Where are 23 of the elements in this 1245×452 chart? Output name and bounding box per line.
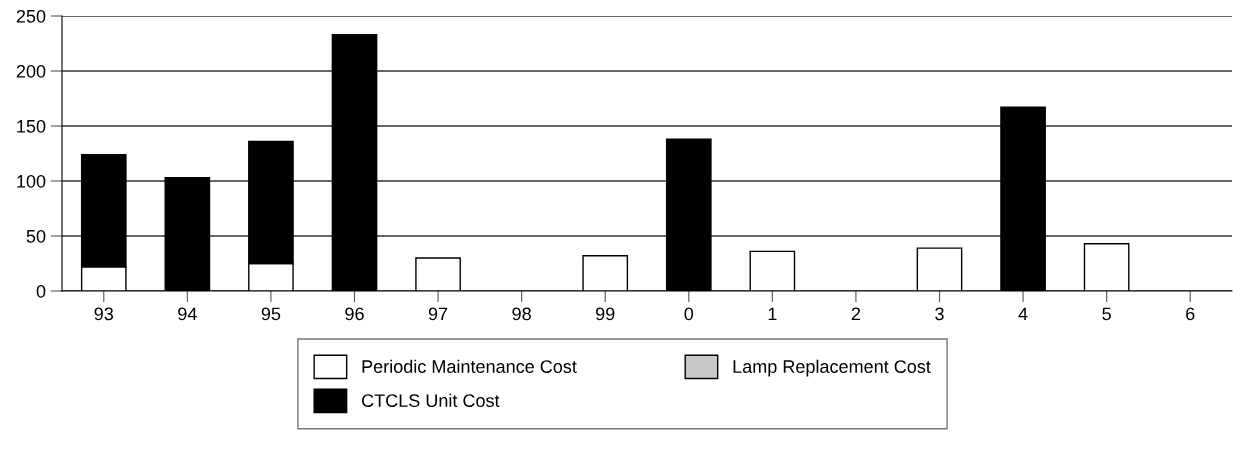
y-tick-label: 200 [16,64,46,78]
x-tick-label: 97 [428,307,448,321]
y-tick-label: 100 [17,174,46,188]
legend-label: CTCLS Unit Cost [362,393,500,407]
x-tick-label: 0 [684,307,694,321]
y-tick-label: 50 [26,229,46,243]
x-tick-label: 98 [512,307,531,321]
x-tick-label: 5 [1102,307,1111,321]
x-tick-label: 99 [596,307,615,321]
x-tick-label: 95 [261,307,281,321]
x-tick-label: 4 [1018,307,1028,321]
x-tick-label: 2 [851,307,861,321]
y-tick-label: 150 [17,119,46,133]
x-tick-label: 6 [1186,307,1195,321]
x-tick-label: 1 [768,307,777,321]
y-tick-label: 250 [16,9,46,23]
x-tick-label: 93 [94,307,114,321]
legend-label: Lamp Replacement Cost [733,359,931,377]
legend-label: Periodic Maintenance Cost [362,359,577,373]
x-tick-label: 96 [345,307,364,321]
x-tick-label: 3 [935,307,944,321]
x-tick-label: 94 [178,307,197,321]
y-tick-label: 0 [36,284,46,298]
